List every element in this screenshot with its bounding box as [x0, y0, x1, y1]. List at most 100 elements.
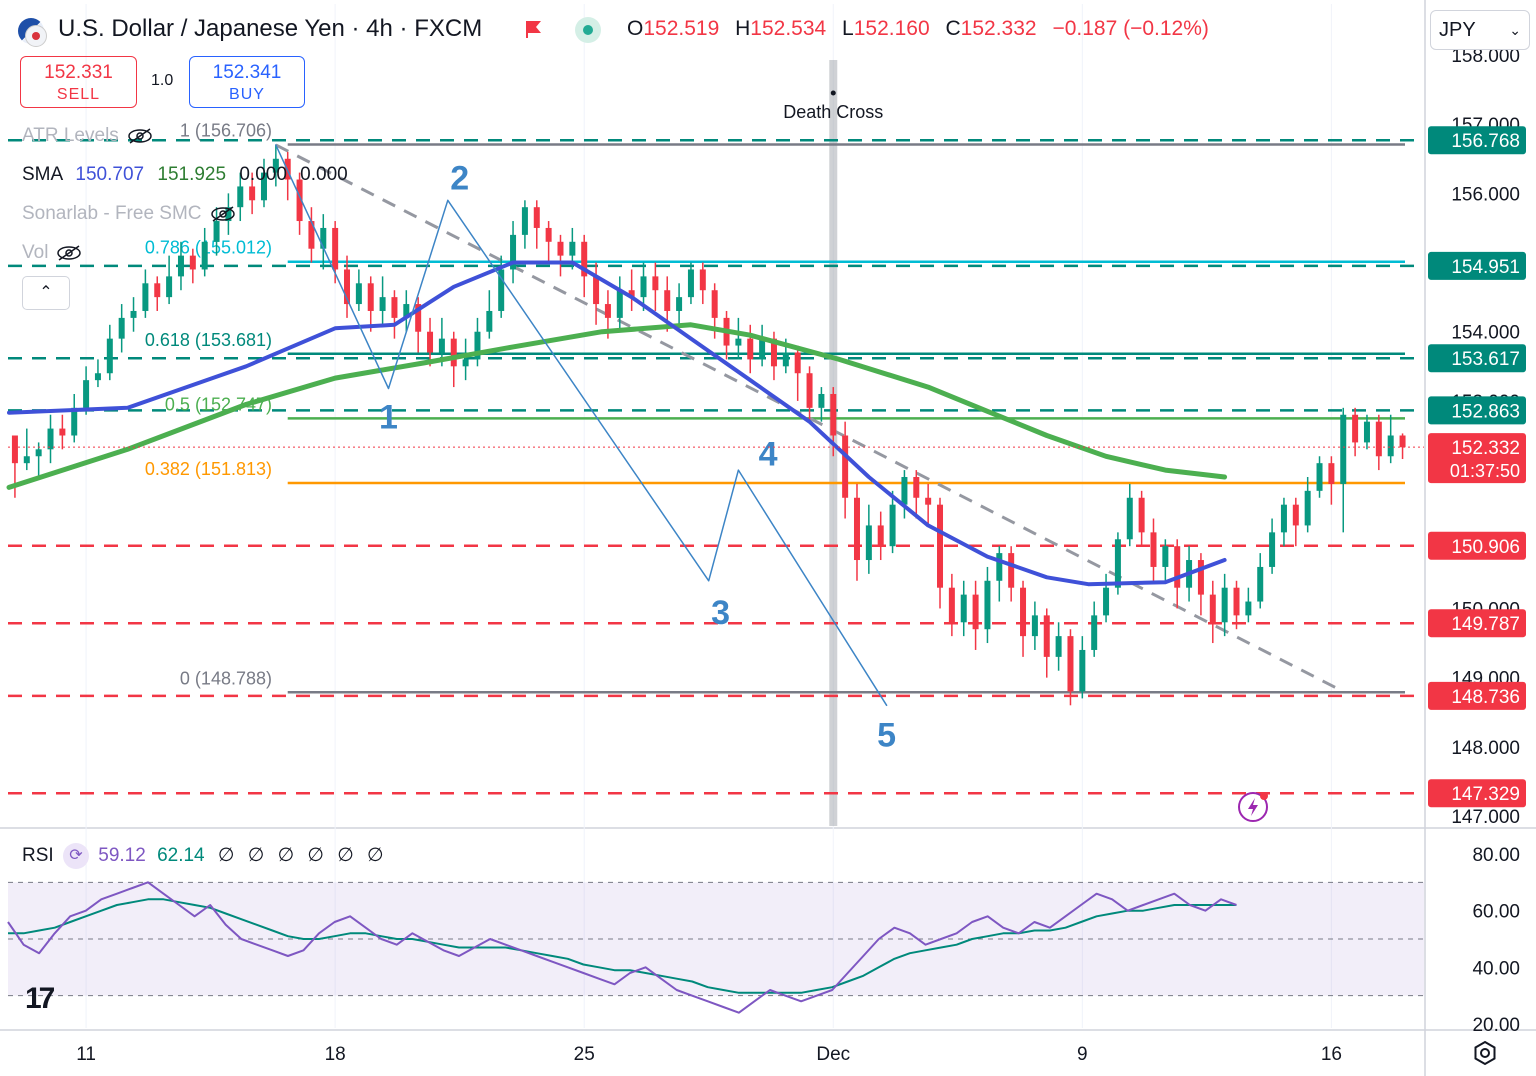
time-axis-label: 25	[574, 1044, 595, 1065]
fib-level-label: 0.5 (152.747)	[165, 394, 272, 414]
fib-level-label: 0 (148.788)	[180, 668, 272, 688]
hidden-eye-icon[interactable]	[127, 128, 153, 144]
candle-body	[628, 290, 635, 298]
candle-body	[901, 477, 908, 505]
level-price-tag	[1428, 779, 1526, 808]
indicator-vol-label: Vol	[22, 242, 49, 263]
candle-body	[355, 283, 362, 305]
sma-fast-line	[7, 260, 1227, 587]
rsi-axis-label: 80.00	[1472, 845, 1520, 866]
candle-body	[1020, 587, 1027, 637]
candle-body	[35, 449, 42, 457]
ohlc-readout: O152.519 H152.534 L152.160 C152.332 −0.1…	[627, 17, 1219, 41]
indicator-smc[interactable]: Sonarlab - Free SMC	[22, 203, 236, 225]
candle-body	[735, 338, 742, 346]
currency-label: JPY	[1439, 19, 1476, 41]
candle-body	[676, 297, 683, 311]
indicator-sma-label: SMA	[22, 164, 63, 185]
candle-body	[11, 435, 18, 464]
candle-body	[557, 241, 564, 256]
candle-body	[154, 283, 161, 298]
sell-button[interactable]: 152.331 SELL	[20, 56, 137, 108]
candle-body	[177, 255, 184, 277]
candle-body	[593, 276, 600, 305]
hidden-eye-icon[interactable]	[210, 206, 236, 222]
candle-body	[1257, 566, 1264, 602]
candle-body	[94, 373, 101, 381]
indicator-atr[interactable]: ATR Levels	[22, 125, 153, 147]
tradingview-logo[interactable]: 17	[25, 982, 55, 1015]
candle-body	[652, 276, 659, 291]
fib-level-label: 1 (156.706)	[180, 121, 272, 141]
candle-body	[1304, 490, 1311, 526]
price-axis-label: 156.000	[1451, 184, 1520, 205]
candle-body	[59, 428, 66, 436]
level-price-label: 152.863	[1451, 401, 1520, 422]
candle-body	[640, 276, 647, 298]
rsi-label: RSI	[22, 845, 54, 867]
candle-body	[699, 269, 706, 291]
sma-value-4: 0.000	[300, 164, 348, 185]
candle-body	[853, 497, 860, 561]
time-axis-label: 16	[1321, 1044, 1342, 1065]
ohlc-open-value: 152.519	[643, 17, 720, 40]
candle-body	[83, 380, 90, 408]
candle-body	[403, 304, 410, 318]
candle-body	[498, 269, 505, 311]
current-price-label: 152.332	[1451, 438, 1520, 459]
lightning-alert-icon[interactable]	[1236, 788, 1272, 824]
candle-body	[1055, 636, 1062, 657]
elliott-wave-label: 3	[711, 594, 730, 632]
sell-label: SELL	[56, 86, 101, 103]
candle-body	[1387, 435, 1394, 457]
candle-body	[225, 207, 232, 222]
collapse-legend-button[interactable]: ⌃	[22, 276, 70, 310]
current-price-tag	[1428, 433, 1526, 484]
rsi-line	[7, 881, 1237, 1014]
market-status-icon[interactable]	[575, 17, 601, 43]
jp-flag-icon	[25, 25, 47, 47]
candle-body	[937, 504, 944, 588]
hidden-eye-icon[interactable]	[56, 245, 82, 261]
candle-body	[806, 373, 813, 408]
candle-body	[166, 276, 173, 298]
countdown-label: 01:37:50	[1450, 461, 1520, 481]
candle-body	[687, 269, 694, 298]
ohlc-high-value: 152.534	[750, 17, 827, 40]
candle-body	[130, 310, 137, 318]
indicator-sma[interactable]: SMA 150.707 151.925 0.000 0.000	[22, 164, 348, 186]
candle-body	[23, 456, 30, 464]
indicator-vol[interactable]: Vol	[22, 242, 82, 264]
spread-value: 1.0	[151, 72, 174, 89]
candle-body	[1292, 504, 1299, 526]
level-price-tag	[1428, 681, 1526, 710]
candle-body	[106, 338, 113, 374]
candle-body	[47, 428, 54, 450]
candle-body	[260, 172, 267, 201]
candle-body	[948, 587, 955, 623]
candle-body	[391, 297, 398, 318]
candle-body	[332, 227, 339, 270]
candle-body	[213, 221, 220, 242]
candle-body	[142, 283, 149, 311]
candle-body	[770, 338, 777, 367]
candle-body	[842, 435, 849, 498]
fib-level-label: 0.786 (155.012)	[145, 238, 272, 258]
level-price-tag	[1428, 531, 1526, 560]
candle-body	[1103, 587, 1110, 616]
rsi-axis-label: 40.00	[1472, 958, 1520, 979]
rsi-legend[interactable]: RSI ⟳ 59.12 62.14 ∅ ∅ ∅ ∅ ∅ ∅	[22, 843, 388, 869]
candle-body	[1031, 615, 1038, 637]
level-price-label: 149.787	[1451, 614, 1520, 635]
settings-gear-icon[interactable]	[1472, 1040, 1498, 1066]
currency-select[interactable]: JPY ⌄	[1430, 10, 1530, 50]
indicator-smc-label: Sonarlab - Free SMC	[22, 203, 202, 224]
flag-marker-icon[interactable]	[523, 18, 545, 40]
candle-body	[545, 227, 552, 242]
refresh-icon[interactable]: ⟳	[62, 843, 89, 869]
buy-button[interactable]: 152.341 BUY	[189, 56, 305, 108]
symbol-title[interactable]: U.S. Dollar / Japanese Yen · 4h · FXCM	[58, 15, 483, 42]
elliott-wave-label: 4	[759, 436, 778, 474]
candle-body	[344, 269, 351, 305]
